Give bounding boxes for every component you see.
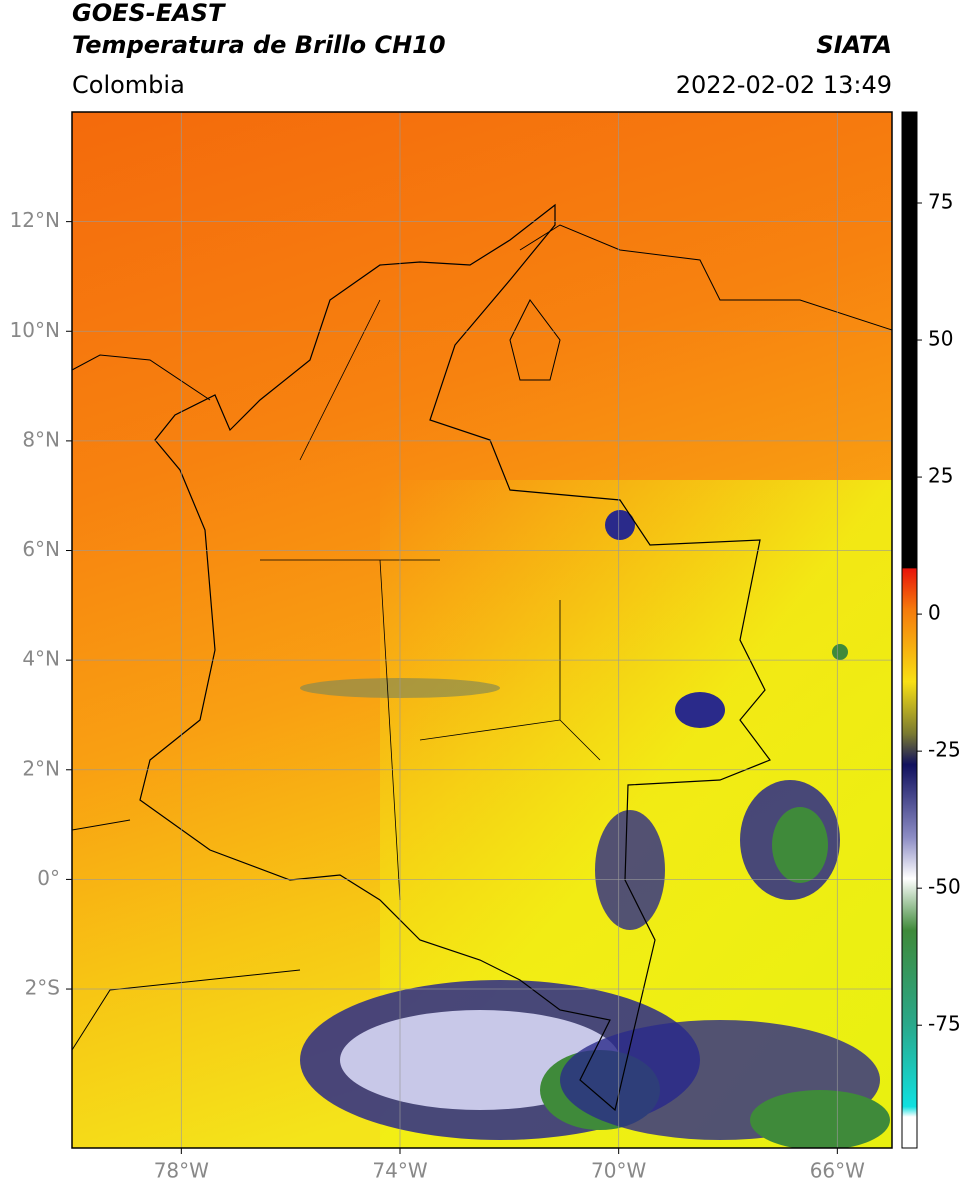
x-tick-label: 78°W [154,1159,209,1183]
source: SIATA [816,31,892,59]
colorbar-tick-label: -75 [928,1012,961,1036]
colorbar-tick-label: 75 [928,189,953,213]
colorbar-tick-label: 0 [928,601,941,625]
map-frame [71,111,893,1149]
y-tick-label: 2°N [22,756,60,780]
region: Colombia [72,71,185,99]
colorbar-tick-label: -25 [928,738,961,762]
y-tick-label: 2°S [25,976,60,1000]
y-tick-label: 4°N [22,647,60,671]
y-tick-label: 10°N [10,318,60,342]
satellite-image [72,112,892,1148]
colorbar-tick-label: 25 [928,464,953,488]
labels: 78°W 74°W 70°W 66°W 12°N 10°N 8°N 6°N 4°N 2°N 0° 2°… [10,189,961,1182]
x-tick-label: 74°W [372,1159,427,1183]
subtitle: Temperatura de Brillo CH10 [72,31,446,59]
graticule [72,112,892,1148]
y-tick-label: 8°N [22,427,60,451]
x-tick-label: 66°W [810,1159,865,1183]
title: GOES-EAST [72,0,226,27]
x-tick-label: 70°W [591,1159,646,1183]
colorbar-tick-label: -50 [928,875,961,899]
y-tick-label: 6°N [22,537,60,561]
colorbar [901,111,918,1149]
y-tick-label: 12°N [10,208,60,232]
y-tick-label: 0° [37,866,60,890]
colorbar-tick-label: 50 [928,327,953,351]
datetime: 2022-02-02 13:49 [676,71,892,99]
